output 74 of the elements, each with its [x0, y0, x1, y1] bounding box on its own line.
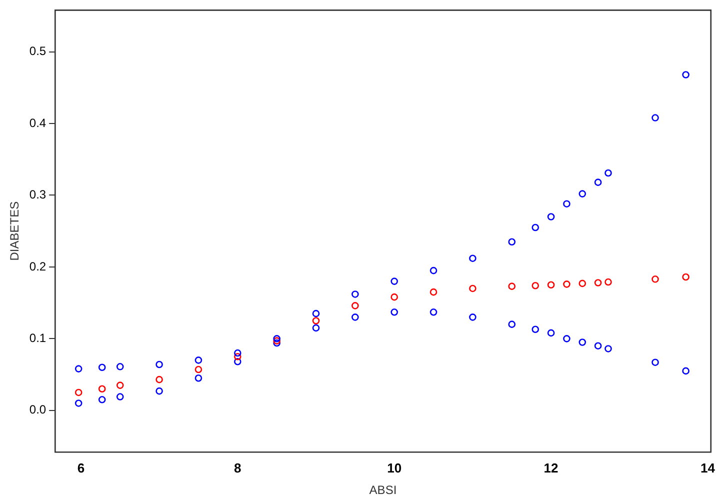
point	[469, 284, 476, 292]
point	[390, 278, 398, 285]
point	[116, 382, 124, 389]
point	[98, 364, 106, 372]
point	[469, 314, 476, 321]
x-tick-label: 10	[387, 460, 402, 476]
point	[312, 324, 320, 332]
point	[352, 302, 359, 310]
point	[547, 213, 555, 220]
point	[430, 288, 438, 296]
point	[430, 308, 438, 316]
point	[594, 342, 602, 350]
point	[273, 339, 280, 347]
x-tick-label: 12	[544, 460, 558, 476]
point	[652, 114, 659, 122]
y-tick-label: 0.0	[29, 402, 46, 417]
point	[352, 314, 359, 321]
point	[547, 329, 555, 337]
x-tick-label: 14	[700, 460, 716, 476]
point	[312, 317, 320, 324]
point	[469, 254, 476, 262]
point	[563, 280, 570, 288]
point	[532, 282, 540, 290]
y-tick-label: 0.3	[29, 188, 46, 202]
point	[98, 385, 106, 393]
point	[578, 190, 586, 198]
point	[578, 338, 586, 346]
point	[508, 282, 516, 290]
point	[116, 393, 124, 400]
point	[74, 365, 82, 372]
point	[194, 356, 202, 364]
point	[74, 388, 82, 396]
point	[194, 366, 202, 374]
point	[234, 352, 242, 360]
point	[682, 71, 690, 78]
y-tick-label: 0.2	[29, 259, 46, 274]
point	[156, 387, 163, 395]
point	[652, 276, 659, 283]
point	[390, 293, 398, 301]
point	[98, 396, 106, 404]
point	[563, 200, 570, 208]
point	[430, 266, 438, 274]
point	[508, 320, 516, 328]
y-tick-label: 0.1	[29, 330, 46, 345]
point	[116, 363, 124, 370]
point	[532, 224, 540, 232]
x-axis-title: ABSI	[369, 483, 397, 498]
point	[682, 273, 690, 281]
point	[547, 281, 555, 289]
point	[563, 335, 570, 342]
point	[74, 400, 82, 407]
point	[594, 178, 602, 186]
point	[682, 367, 690, 375]
point	[532, 326, 540, 334]
y-tick-label: 0.5	[29, 44, 46, 58]
point	[156, 376, 163, 384]
point	[390, 308, 398, 316]
x-tick-label: 8	[234, 460, 242, 476]
point	[604, 278, 612, 286]
point	[194, 374, 202, 382]
point	[234, 349, 242, 357]
point	[312, 310, 320, 318]
point	[594, 279, 602, 286]
point	[352, 290, 359, 298]
y-tick-label: 0.4	[29, 116, 46, 130]
point	[604, 169, 612, 177]
point	[234, 358, 242, 366]
point	[508, 238, 516, 246]
point	[578, 280, 586, 288]
point	[604, 345, 612, 352]
x-tick-label: 6	[77, 460, 85, 476]
y-axis-title: DIABETES	[8, 201, 22, 261]
point	[156, 360, 163, 368]
point	[652, 358, 659, 366]
